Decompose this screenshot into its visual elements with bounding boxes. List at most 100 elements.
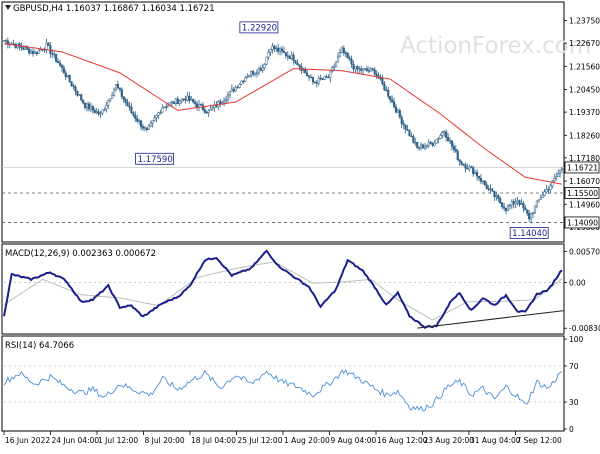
candle-body	[89, 106, 92, 110]
candle-body	[479, 178, 482, 182]
candle-body	[394, 106, 398, 113]
candle-body	[522, 202, 525, 209]
candle-body	[518, 200, 521, 205]
candle-body	[560, 167, 564, 171]
candle-body	[557, 173, 560, 177]
candle-body	[462, 163, 465, 166]
candle-body	[487, 188, 490, 190]
candle-body	[190, 98, 193, 101]
candle-body	[431, 143, 434, 146]
candle-body	[70, 81, 73, 86]
candle-body	[454, 149, 457, 152]
price-y-tick-label: 1.21560	[569, 62, 600, 71]
macd-trendline	[417, 310, 565, 329]
candle-body	[495, 195, 498, 198]
candle-body	[62, 67, 65, 74]
x-tick-label: 16 Jun 2022	[5, 436, 50, 445]
candle-body	[333, 66, 336, 68]
candle-body	[309, 76, 313, 79]
candle-body	[76, 90, 79, 96]
price-level-label: 1.16721	[567, 163, 598, 172]
candle-body	[282, 50, 286, 53]
candle-body	[485, 184, 488, 189]
candle-body	[360, 68, 363, 71]
candle-body	[107, 100, 110, 106]
candle-body	[468, 166, 471, 170]
price-level-label: 1.14090	[567, 218, 598, 227]
symbol-label: GBPUSD,H4 1.16037 1.16867 1.16034 1.1672…	[5, 4, 215, 14]
candle-body	[74, 86, 77, 92]
candle-body	[336, 56, 340, 63]
candle-body	[315, 81, 318, 84]
candle-body	[80, 94, 83, 101]
candle-body	[57, 61, 60, 64]
candle-body	[141, 126, 145, 129]
candle-body	[29, 51, 33, 54]
candle-body	[508, 204, 511, 207]
candle-body	[128, 105, 131, 108]
candle-body	[391, 99, 394, 102]
candle-body	[535, 200, 538, 207]
candle-body	[31, 51, 35, 54]
candle-body	[161, 107, 164, 114]
candle-body	[180, 98, 183, 102]
candle-body	[275, 47, 278, 50]
candle-body	[520, 202, 523, 205]
price-y-tick-label: 1.19370	[569, 108, 600, 117]
candle-body	[172, 101, 175, 104]
price-y-tick-label: 1.16070	[569, 177, 600, 186]
rsi-line	[3, 369, 563, 412]
candle-body	[373, 69, 376, 75]
candle-body	[350, 58, 353, 65]
price-annotation-text: 1.22920	[242, 23, 277, 33]
candle-body	[302, 69, 305, 71]
candle-body	[443, 131, 446, 133]
candle-body	[265, 56, 268, 65]
candle-body	[375, 73, 378, 76]
candle-body	[398, 110, 401, 118]
candle-body	[53, 53, 56, 56]
candle-body	[553, 178, 556, 182]
candle-body	[288, 55, 291, 59]
x-tick-label: 23 Aug 20:00	[424, 436, 475, 445]
candle-body	[64, 72, 67, 78]
candle-body	[105, 104, 108, 110]
candle-body	[116, 84, 119, 89]
candle-body	[304, 69, 307, 74]
candle-body	[335, 61, 338, 67]
candle-body	[124, 99, 127, 103]
candle-body	[429, 141, 432, 144]
price-level-box	[564, 216, 600, 229]
candle-body	[439, 135, 442, 139]
price-annotation-box	[135, 152, 175, 165]
candle-body	[516, 200, 519, 203]
candle-body	[458, 159, 461, 163]
candle-body	[448, 140, 452, 142]
candle-body	[371, 68, 374, 71]
macd-panel-frame	[1, 243, 565, 335]
sma-line	[3, 43, 563, 185]
candle-body	[205, 112, 208, 114]
candle-body	[298, 64, 301, 67]
rsi-y-tick-label: 100	[569, 335, 584, 344]
candle-body	[170, 101, 174, 104]
candle-body	[489, 188, 492, 190]
candle-body	[470, 166, 473, 168]
candle-body	[313, 81, 316, 84]
candle-body	[228, 90, 231, 96]
candle-body	[226, 94, 230, 100]
candle-body	[286, 55, 289, 57]
candle-body	[296, 62, 299, 66]
candle-body	[311, 77, 314, 83]
candle-body	[325, 76, 328, 78]
price-level-label: 1.15500	[567, 189, 598, 198]
x-tick-label: 16 Aug 12:00	[377, 436, 428, 445]
rsi-layer	[3, 365, 563, 412]
candle-body	[238, 84, 241, 88]
candle-body	[364, 68, 367, 70]
candle-body	[526, 209, 529, 214]
candle-body	[321, 78, 324, 81]
candle-body	[153, 117, 156, 121]
dropdown-triangle-icon	[5, 5, 11, 10]
candle-body	[174, 98, 177, 104]
